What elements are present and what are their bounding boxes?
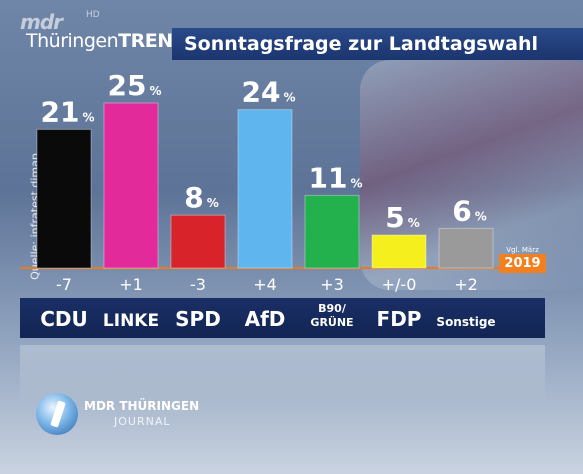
chart-title: Sonntagsfrage zur Landtagswahl xyxy=(172,28,583,60)
change-label-2: -3 xyxy=(190,275,206,294)
unit-label-3: % xyxy=(283,91,295,105)
value-label-4: 11 xyxy=(309,161,348,194)
value-label-6: 6 xyxy=(452,194,471,227)
party-label-bar xyxy=(20,298,545,338)
unit-label-2: % xyxy=(207,196,219,210)
trend-logo-text: ThüringenTREND xyxy=(26,30,188,52)
value-label-5: 5 xyxy=(385,201,404,234)
change-label-3: +4 xyxy=(253,275,277,294)
change-label-6: +2 xyxy=(454,275,478,294)
bar-5 xyxy=(371,234,427,269)
change-label-5: +/-0 xyxy=(382,275,417,294)
floor-reflection xyxy=(20,345,545,405)
value-label-1: 25 xyxy=(108,69,147,102)
logo-trend: TREND xyxy=(118,30,188,52)
bar-1 xyxy=(103,102,159,269)
bar-3 xyxy=(237,109,293,269)
change-label-4: +3 xyxy=(320,275,344,294)
journal-brand: MDR THÜRINGEN xyxy=(84,399,200,413)
category-label-2: SPD xyxy=(175,307,221,331)
category-label-5: FDP xyxy=(377,307,422,331)
bar-0 xyxy=(36,128,92,269)
logo-thueringen: Thüringen xyxy=(26,30,119,52)
category-label-3: AfD xyxy=(245,307,286,331)
category-label-4-a: B90/ xyxy=(318,302,347,315)
unit-label-6: % xyxy=(475,209,487,223)
change-label-0: -7 xyxy=(56,275,72,294)
value-label-3: 24 xyxy=(242,76,281,109)
value-label-0: 21 xyxy=(41,95,80,128)
bar-2 xyxy=(170,214,226,269)
hd-badge: HD xyxy=(86,10,100,20)
category-label-1: LINKE xyxy=(103,311,159,331)
mdr-trend-logo: mdr HD ThüringenTREND xyxy=(10,8,210,52)
value-label-2: 8 xyxy=(184,181,203,214)
comparison-badge: 2019 xyxy=(499,254,546,273)
category-label-6: Sonstige xyxy=(436,315,495,329)
category-label-4-b: GRÜNE xyxy=(310,315,353,329)
unit-label-5: % xyxy=(408,216,420,230)
change-label-1: +1 xyxy=(119,275,143,294)
journal-sub: JOURNAL xyxy=(114,415,171,428)
unit-label-1: % xyxy=(149,84,161,98)
mdr-globe-icon xyxy=(36,393,78,435)
category-label-0: CDU xyxy=(40,307,88,331)
bar-4 xyxy=(304,194,360,269)
mdr-logo-text: mdr xyxy=(20,10,63,34)
unit-label-4: % xyxy=(350,176,362,190)
bar-6 xyxy=(438,227,494,269)
unit-label-0: % xyxy=(82,110,94,124)
mdr-journal-logo: MDR THÜRINGEN JOURNAL xyxy=(36,393,236,443)
comparison-label: Vgl. März xyxy=(506,246,539,254)
comparison-year: 2019 xyxy=(504,256,541,271)
